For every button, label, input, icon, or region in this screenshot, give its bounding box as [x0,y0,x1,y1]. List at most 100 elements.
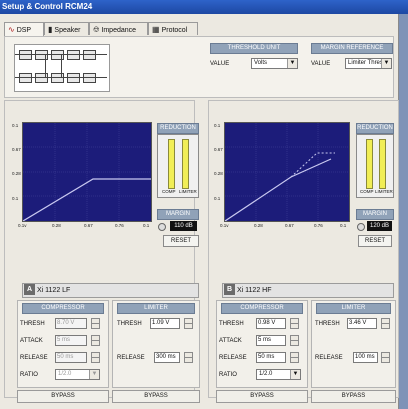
comp-release-label: RELEASE [219,355,247,361]
spinner-icon[interactable] [290,335,299,346]
channel-a-limiter-section [112,300,200,388]
routing-block [51,73,64,83]
graph-tick-y: 0.28 [214,171,223,176]
channel-a-lim-thresh-input[interactable]: 1.09 V [150,318,180,329]
channel-a-letter: A [24,284,35,295]
graph-tick-x: 0.76 [115,223,124,228]
margin-indicator-icon [158,223,166,231]
graph-tick-x: 0.28 [254,223,263,228]
channel-b-name-bar: B Xi 1122 HF [222,283,394,298]
channel-a-comp-attack-input[interactable]: 5 ms [55,335,87,346]
channel-b-compressor-bypass-button[interactable]: BYPASS [216,390,308,403]
channel-b-reset-button[interactable]: RESET [358,235,392,247]
channel-b-comp-attack-input[interactable]: 5 ms [256,335,286,346]
limiter-reduction-bar [379,139,386,189]
channel-a-reduction-meter: COMP LIMITER [157,134,199,198]
tab-protocol[interactable]: ▦ Protocol [148,22,198,35]
tab-speaker[interactable]: ▮ Speaker [44,22,89,35]
comp-thresh-label: THRESH [20,321,45,327]
routing-block [19,50,32,60]
graph-tick-x: 0.1 [340,223,347,228]
channel-b-comp-ratio-select[interactable]: 1/2.0 ▼ [256,369,301,380]
spinner-icon[interactable] [91,335,100,346]
protocol-icon: ▦ [152,25,160,34]
margin-reference-select[interactable]: Limiter Thresh ▼ [345,58,392,69]
margin-reference-label: VALUE [311,61,331,67]
chevron-down-icon: ▼ [381,59,391,68]
graph-tick-x: 0.1 [143,223,150,228]
limiter-meter-label: LIMITER [179,189,197,194]
graph-tick-x: 0.76 [314,223,323,228]
spinner-icon[interactable] [91,352,100,363]
margin-indicator-icon [357,223,365,231]
lim-thresh-label: THRESH [315,321,340,327]
routing-line [45,54,46,78]
comp-attack-label: ATTACK [219,338,242,344]
graph-tick-y: 0.1 [214,196,221,201]
routing-block [83,73,96,83]
channel-b-compressor-header: COMPRESSOR [221,303,303,314]
channel-a-comp-release-input[interactable]: 50 ms [55,352,87,363]
routing-diagram[interactable] [14,44,110,92]
margin-reference-header: MARGIN REFERENCE [311,43,393,54]
spinner-icon[interactable] [184,318,193,329]
channel-b-lim-thresh-input[interactable]: 3.46 V [347,318,377,329]
comp-ratio-label: RATIO [20,372,38,378]
channel-a-compressor-bypass-button[interactable]: BYPASS [17,390,109,403]
lim-thresh-label: THRESH [117,321,142,327]
channel-a-comp-ratio-value: 1/2.0 [58,371,72,377]
spinner-icon[interactable] [290,318,299,329]
speaker-icon: ▮ [48,25,53,34]
limiter-meter-label: LIMITER [375,189,393,194]
channel-b-limiter-section [311,300,396,388]
threshold-unit-value: Volts [254,60,268,66]
tab-impedance[interactable]: ⎊ Impedance [89,22,148,35]
graph-tick-x: 0.1v [220,223,229,228]
threshold-unit-header: THRESHOLD UNIT [210,43,298,54]
tab-dsp-label: DSP [16,27,32,34]
comp-release-label: RELEASE [20,355,48,361]
routing-block [67,73,80,83]
graph-tick-y: 0.1 [214,123,221,128]
channel-a-margin-header: MARGIN [157,209,199,220]
channel-b-comp-ratio-value: 1/2.0 [259,371,273,377]
routing-block [35,50,48,60]
chevron-down-icon: ▼ [89,370,99,379]
channel-a-limiter-header: LIMITER [117,303,195,314]
channel-a-limiter-bypass-button[interactable]: BYPASS [112,390,200,403]
comp-thresh-label: THRESH [219,321,244,327]
spinner-icon[interactable] [184,352,193,363]
channel-b-name: Xi 1122 HF [237,287,272,294]
channel-a-reduction-header: REDUCTION [157,123,199,134]
channel-b-reduction-meter: COMP LIMITER [356,134,394,198]
comp-meter-label: COMP [360,189,374,194]
spinner-icon[interactable] [91,318,100,329]
channel-a-comp-ratio-select[interactable]: 1/2.0 ▼ [55,369,100,380]
channel-b-graph-svg [224,123,349,222]
graph-tick-y: 0.28 [12,171,21,176]
graph-tick-x: 0.1v [18,223,27,228]
channel-b-lim-release-input[interactable]: 100 ms [353,352,378,363]
dsp-icon: ∿ [8,25,15,34]
spinner-icon[interactable] [381,318,390,329]
spinner-icon[interactable] [381,352,390,363]
threshold-unit-select[interactable]: Volts ▼ [251,58,298,69]
channel-b-transfer-curve [224,158,332,222]
margin-reference-value: Limiter Thresh [348,60,387,66]
channel-a-transfer-curve [22,178,151,222]
channel-b-comp-thresh-input[interactable]: 0.98 V [256,318,286,329]
tab-dsp[interactable]: ∿ DSP [4,22,44,36]
graph-tick-x: 0.67 [84,223,93,228]
channel-b-comp-release-input[interactable]: 50 ms [256,352,286,363]
channel-b-limiter-bypass-button[interactable]: BYPASS [311,390,396,403]
channel-a-name-bar: A Xi 1122 LF [22,283,199,298]
comp-attack-label: ATTACK [20,338,43,344]
comp-reduction-bar [366,139,373,189]
channel-a-reset-button[interactable]: RESET [163,235,199,247]
lim-release-label: RELEASE [117,355,145,361]
spinner-icon[interactable] [290,352,299,363]
channel-a-comp-thresh-input[interactable]: 8.70 V [55,318,87,329]
channel-a-lim-release-input[interactable]: 300 ms [154,352,180,363]
routing-line [61,54,62,78]
comp-ratio-label: RATIO [219,372,237,378]
